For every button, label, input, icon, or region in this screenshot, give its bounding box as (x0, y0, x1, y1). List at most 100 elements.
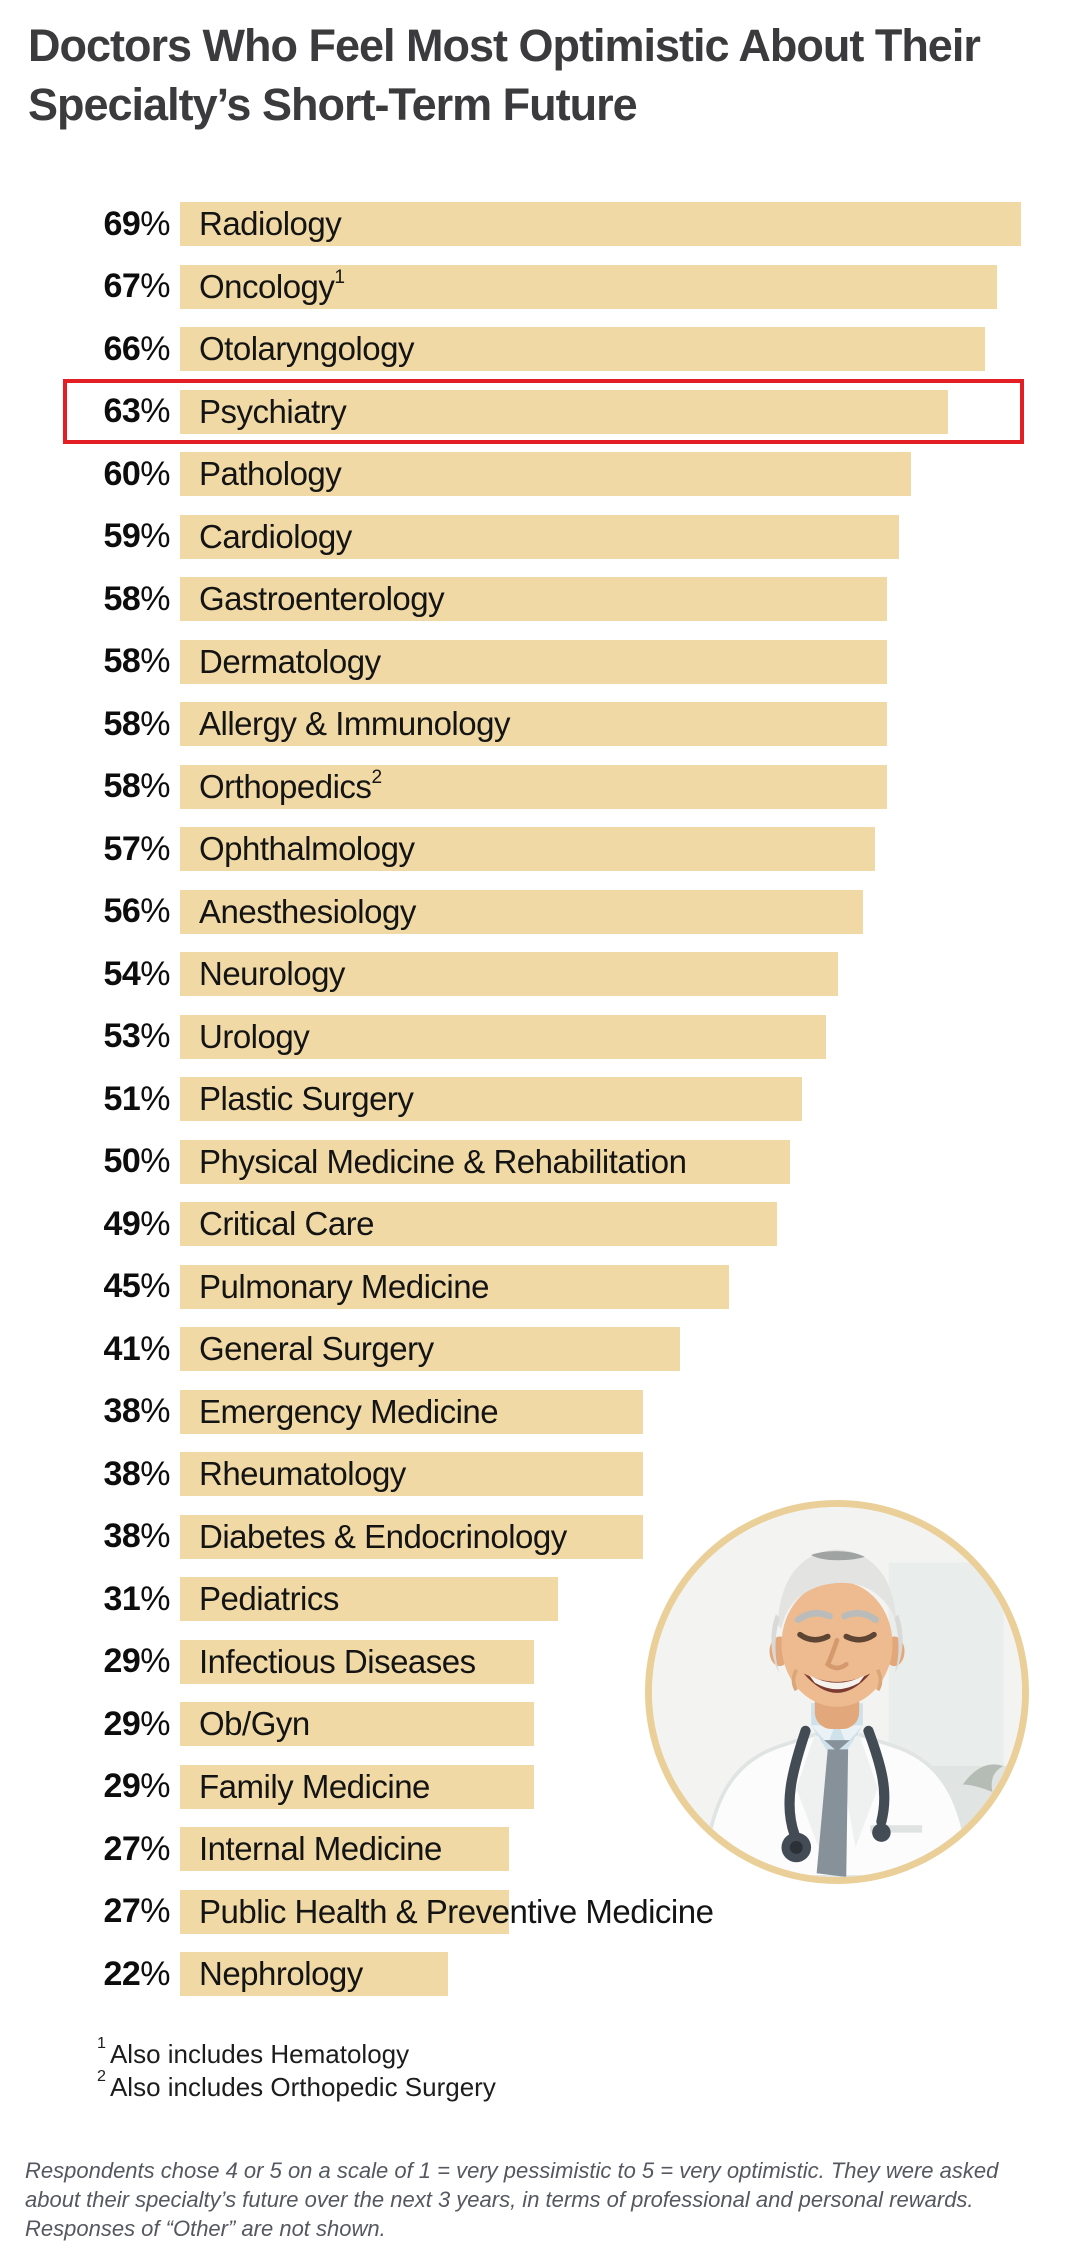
bar: Orthopedics2 (180, 764, 888, 809)
chart-row: 58% Orthopedics2 (63, 764, 1080, 809)
specialty-label: Physical Medicine & Rehabilitation (199, 1142, 687, 1180)
bar: Ophthalmology (180, 827, 875, 871)
specialty-label: Otolaryngology (199, 330, 414, 367)
chart-row: 53% Urology (63, 1014, 1080, 1059)
bar: Critical Care (180, 1202, 778, 1246)
percent-label: 38% (103, 1454, 170, 1493)
bar: Plastic Surgery (180, 1077, 802, 1121)
specialty-label: Cardiology (199, 517, 352, 555)
bar: Ob/Gyn (180, 1702, 534, 1746)
specialty-label: Dermatology (199, 642, 381, 680)
chart-row: 29% Ob/Gyn (63, 1702, 1080, 1746)
specialty-label: Diabetes & Endocrinology (199, 1517, 567, 1555)
bar: Cardiology (180, 514, 900, 559)
chart-row: 60% Pathology (63, 452, 1080, 496)
bar: Otolaryngology (180, 327, 985, 371)
chart-row: 59% Cardiology (63, 514, 1080, 559)
percent-label: 69% (103, 204, 170, 243)
percent-label: 41% (103, 1329, 170, 1368)
percent-label: 67% (103, 267, 170, 305)
bar: Infectious Diseases (180, 1639, 534, 1684)
chart-row: 51% Plastic Surgery (63, 1077, 1080, 1121)
percent-label: 45% (103, 1267, 170, 1305)
bar: Pediatrics (180, 1577, 558, 1621)
percent-label: 58% (103, 642, 170, 680)
title-line-1: Doctors Who Feel Most Optimistic About T… (28, 20, 981, 71)
footnotes: 1 Also includes Hematology 2 Also includes … (97, 2033, 496, 2104)
bar: Nephrology (180, 1952, 449, 1996)
specialty-label: Neurology (199, 955, 345, 992)
bar: Neurology (180, 952, 839, 996)
chart-row: 29% Family Medicine (63, 1764, 1080, 1809)
percent-label: 53% (103, 1017, 170, 1055)
chart-row: 63% Psychiatry (63, 379, 1080, 444)
doctor-illustration (652, 1507, 1022, 1877)
page-title: Doctors Who Feel Most Optimistic About T… (28, 16, 981, 134)
chart-row: 27% Internal Medicine (63, 1827, 1080, 1871)
specialty-label: Family Medicine (199, 1767, 430, 1805)
specialty-label: Ophthalmology (199, 830, 415, 867)
chart-row: 58% Gastroenterology (63, 577, 1080, 621)
specialty-label: Gastroenterology (199, 580, 445, 617)
chart-row: 58% Dermatology (63, 639, 1080, 684)
percent-label: 49% (103, 1204, 170, 1243)
bar: Dermatology (180, 639, 888, 684)
percent-label: 27% (103, 1829, 170, 1868)
specialty-label: Public Health & Preventive Medicine (199, 1892, 714, 1930)
footer-note: Respondents chose 4 or 5 on a scale of 1… (25, 2156, 998, 2243)
bar: Pathology (180, 452, 912, 496)
percent-label: 29% (103, 1704, 170, 1743)
specialty-label: Nephrology (199, 1955, 363, 1992)
footnote-line: 1 Also includes Hematology (97, 2033, 410, 2069)
percent-label: 56% (103, 892, 170, 930)
chart-row: 56% Anesthesiology (63, 889, 1080, 934)
footer-note-line: about their specialty’s future over the … (25, 2187, 974, 2212)
chart-row: 38% Emergency Medicine (63, 1389, 1080, 1434)
bar: Physical Medicine & Rehabilitation (180, 1139, 790, 1184)
bar: Gastroenterology (180, 577, 888, 621)
specialty-label: Internal Medicine (199, 1830, 442, 1867)
percent-label: 58% (103, 704, 170, 743)
footer-note-line: Respondents chose 4 or 5 on a scale of 1… (25, 2158, 999, 2183)
chart-row: 57% Ophthalmology (63, 827, 1080, 871)
percent-label: 63% (103, 392, 170, 430)
specialty-label: Pediatrics (199, 1580, 339, 1617)
specialty-label: Anesthesiology (199, 892, 416, 930)
chart-row: 22% Nephrology (63, 1952, 1080, 1996)
chart-row: 45% Pulmonary Medicine (63, 1264, 1080, 1309)
chart: 69% Radiology 67% Oncology1 66% Otolaryngolog… (63, 202, 1080, 2015)
percent-label: 58% (103, 767, 170, 805)
specialty-label: Orthopedics2 (199, 766, 382, 805)
percent-label: 58% (103, 579, 170, 618)
footnote-line: 2 Also includes Orthopedic Surgery (97, 2066, 496, 2102)
specialty-label: Pulmonary Medicine (199, 1267, 489, 1305)
specialty-label: General Surgery (199, 1330, 434, 1367)
percent-label: 50% (103, 1142, 170, 1180)
percent-label: 29% (103, 1767, 170, 1805)
bar: Radiology (180, 202, 1022, 246)
doctor-photo (645, 1500, 1029, 1884)
chart-row: 38% Diabetes & Endocrinology (63, 1514, 1080, 1559)
chart-row: 29% Infectious Diseases (63, 1639, 1080, 1684)
chart-row: 49% Critical Care (63, 1202, 1080, 1246)
specialty-label: Allergy & Immunology (199, 705, 510, 742)
chart-row: 67% Oncology1 (63, 264, 1080, 309)
percent-label: 57% (103, 829, 170, 868)
specialty-label: Ob/Gyn (199, 1705, 310, 1742)
chart-row: 69% Radiology (63, 202, 1080, 246)
specialty-label: Urology (199, 1017, 310, 1055)
specialty-label: Radiology (199, 205, 342, 242)
title-line-2: Specialty’s Short-Term Future (28, 79, 638, 130)
chart-row: 41% General Surgery (63, 1327, 1080, 1371)
specialty-label: Oncology1 (199, 266, 345, 305)
chart-row: 31% Pediatrics (63, 1577, 1080, 1621)
chart-row: 27% Public Health & Preventive Medicine (63, 1889, 1080, 1934)
chart-row: 58% Allergy & Immunology (63, 702, 1080, 746)
bar: General Surgery (180, 1327, 680, 1371)
bar: Pulmonary Medicine (180, 1264, 729, 1309)
percent-label: 29% (103, 1642, 170, 1680)
bar: Urology (180, 1014, 827, 1059)
percent-label: 66% (103, 329, 170, 368)
specialty-label: Critical Care (199, 1205, 375, 1242)
